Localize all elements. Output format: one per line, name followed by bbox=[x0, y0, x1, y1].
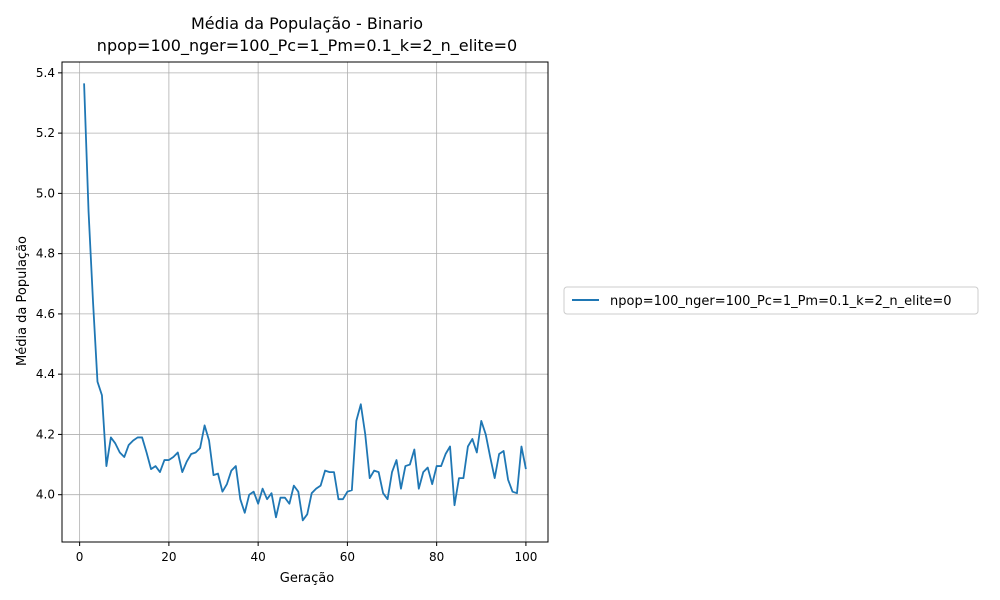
y-tick-label: 4.4 bbox=[36, 367, 55, 381]
y-axis-label: Média da População bbox=[15, 236, 30, 366]
y-tick-label: 5.2 bbox=[36, 126, 55, 140]
x-tick-label: 60 bbox=[340, 550, 355, 564]
plot-area-frame bbox=[61, 61, 549, 543]
y-axis-ticks: 4.0 4.2 4.4 4.6 4.8 5.0 5.2 5.4 bbox=[36, 66, 62, 502]
legend-box bbox=[563, 286, 979, 315]
series-lines bbox=[83, 83, 527, 522]
legend-entry-label: npop=100_nger=100_Pc=1_Pm=0.1_k=2_n_elit… bbox=[610, 294, 952, 309]
chart-title: Média da População - Binario bbox=[191, 14, 423, 33]
x-axis-label: Geração bbox=[280, 571, 334, 586]
y-tick-label: 4.0 bbox=[36, 488, 55, 502]
y-tick-label: 4.6 bbox=[36, 307, 55, 321]
legend: npop=100_nger=100_Pc=1_Pm=0.1_k=2_n_elit… bbox=[563, 286, 979, 315]
x-tick-label: 100 bbox=[514, 550, 537, 564]
y-tick-label: 5.4 bbox=[36, 66, 55, 80]
chart-subtitle: npop=100_nger=100_Pc=1_Pm=0.1_k=2_n_elit… bbox=[97, 36, 517, 56]
y-tick-label: 5.0 bbox=[36, 186, 55, 200]
x-tick-label: 80 bbox=[429, 550, 444, 564]
grid-lines bbox=[62, 62, 548, 542]
y-tick-label: 4.8 bbox=[36, 247, 55, 261]
x-axis-ticks: 0 20 40 60 80 100 bbox=[76, 542, 537, 564]
x-tick-label: 40 bbox=[250, 550, 265, 564]
y-tick-label: 4.2 bbox=[36, 427, 55, 441]
x-tick-label: 20 bbox=[161, 550, 176, 564]
series-line-0 bbox=[83, 83, 527, 522]
x-tick-label: 0 bbox=[76, 550, 84, 564]
